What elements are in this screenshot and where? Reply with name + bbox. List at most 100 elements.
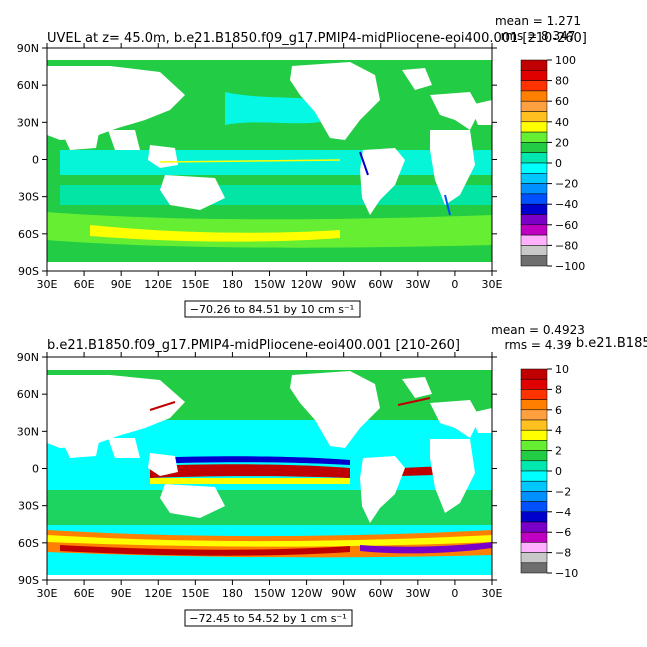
map-bottom-eq-red [150, 464, 350, 478]
colorbar-label: −2 [555, 485, 571, 498]
x-tick-label: 60W [368, 587, 393, 600]
colorbar-label: 0 [555, 465, 562, 478]
map-bottom-land [47, 357, 492, 580]
map-top [47, 48, 492, 271]
x-tick-label: 30W [405, 587, 430, 600]
colorbar-cell [520, 440, 548, 451]
colorbar-cell [520, 224, 548, 236]
colorbar-cell [520, 368, 548, 380]
y-tick-label: 90N [17, 351, 39, 364]
colorbar-cell [520, 70, 548, 81]
y-tick-label: 30N [17, 116, 39, 129]
colorbar-cell [520, 203, 548, 215]
colorbar-cell [520, 552, 548, 564]
colorbar-cell [520, 389, 548, 400]
map-top-accent-equator-pos [159, 159, 341, 163]
colorbar-label: 0 [555, 157, 562, 170]
y-tick-label: 90S [18, 574, 39, 587]
colorbar-label: −100 [555, 260, 585, 273]
colorbar-cell [520, 80, 548, 92]
axis-bottom-ticks: 30E 60E 90E 120E 150E 180 150W 120W 90W 60W 30W 0 30… [17, 351, 503, 600]
colorbar-cell [520, 173, 548, 184]
x-tick-label: 180 [222, 278, 243, 291]
x-tick-label: 120E [144, 278, 172, 291]
colorbar-cell [520, 111, 548, 123]
colorbar-bottom: 10 8 6 4 2 0 −2 −4 −6 −8 −10 [520, 363, 578, 580]
panel-bottom: b.e21.B1850.f09_g17.PMIP4-midPliocene-eo… [17, 323, 647, 627]
y-tick-label: 60N [17, 388, 39, 401]
map-bottom-eq-blue [150, 456, 350, 465]
colorbar-label: 8 [555, 383, 562, 396]
colorbar-cell [520, 142, 548, 153]
map-top-land [47, 48, 492, 271]
colorbar-label: −6 [555, 526, 571, 539]
colorbar-cell [520, 491, 548, 502]
x-tick-label: 30E [37, 587, 58, 600]
x-tick-label: 30E [482, 587, 503, 600]
colorbar-label: 2 [555, 445, 562, 458]
colorbar-cell [520, 419, 548, 431]
colorbar-label: 40 [555, 116, 569, 129]
x-tick-label: 90W [331, 278, 356, 291]
panel-bottom-range-box [184, 609, 353, 627]
colorbar-label: 100 [555, 54, 576, 67]
panel-bottom-title-overlap: - b.e21.B1850.f09_( [567, 336, 647, 351]
colorbar-cell [520, 121, 548, 133]
y-tick-label: 60S [18, 537, 39, 550]
x-tick-label: 0 [451, 587, 458, 600]
colorbar-cell [520, 59, 548, 71]
x-tick-label: 120W [291, 278, 323, 291]
panel-bottom-title: b.e21.B1850.f09_g17.PMIP4-midPliocene-eo… [47, 338, 460, 353]
colorbar-cell [520, 399, 548, 411]
colorbar-cell [520, 90, 548, 102]
colorbar-cell [520, 460, 548, 472]
x-tick-label: 150E [181, 587, 209, 600]
x-tick-label: 30W [405, 278, 430, 291]
colorbar-cell [520, 183, 548, 195]
colorbar-label: −4 [555, 506, 571, 519]
colorbar-cell [520, 131, 548, 143]
map-bottom-green-mid [47, 490, 492, 525]
colorbar-cell [520, 100, 548, 112]
x-tick-label: 150W [254, 278, 286, 291]
colorbar-cell [520, 562, 548, 574]
x-tick-label: 0 [451, 278, 458, 291]
colorbar-label: 80 [555, 75, 569, 88]
colorbar-cell [520, 531, 548, 543]
panel-bottom-range-label: −72.45 to 54.52 by 1 cm s⁻¹ [189, 612, 346, 625]
x-tick-label: 90E [111, 278, 132, 291]
x-tick-label: 150E [181, 278, 209, 291]
colorbar-label: 4 [555, 424, 562, 437]
map-bottom-acc-red [60, 545, 350, 556]
y-tick-label: 60N [17, 79, 39, 92]
map-bottom-accent-gulfstream [397, 397, 431, 406]
y-tick-label: 90N [17, 42, 39, 55]
colorbar-label: 6 [555, 404, 562, 417]
y-tick-label: 30S [18, 500, 39, 513]
x-tick-label: 180 [222, 587, 243, 600]
map-bottom-acc-purple [360, 542, 492, 554]
map-top-acc-yellow [90, 225, 340, 242]
map-top-cyan-band-north-pacific [225, 92, 330, 125]
y-tick-label: 30N [17, 425, 39, 438]
colorbar-cell [520, 511, 548, 523]
map-top-cyan-band-equator [60, 150, 492, 175]
x-tick-label: 60E [74, 587, 95, 600]
colorbar-cell [520, 470, 548, 482]
x-tick-label: 90W [331, 587, 356, 600]
y-tick-label: 30S [18, 191, 39, 204]
colorbar-cell [520, 245, 548, 256]
colorbar-cell [520, 542, 548, 553]
panel-top: UVEL at z= 45.0m, b.e21.B1850.f09_g17.PM… [17, 14, 587, 318]
map-bottom-acc-yellow [47, 535, 492, 547]
colorbar-cell [520, 234, 548, 246]
colorbar-top-cells [520, 59, 548, 267]
y-tick-label: 0 [32, 154, 39, 167]
colorbar-cell [520, 429, 548, 441]
colorbar-label: −40 [555, 198, 578, 211]
map-top-accent-agulhas [444, 194, 451, 216]
x-tick-label: 30E [482, 278, 503, 291]
x-tick-label: 60W [368, 278, 393, 291]
axis-top-ticks: 30E 60E 90E 120E 150E 180 150W 120W 90W 60W 30W 0 30… [17, 42, 503, 291]
